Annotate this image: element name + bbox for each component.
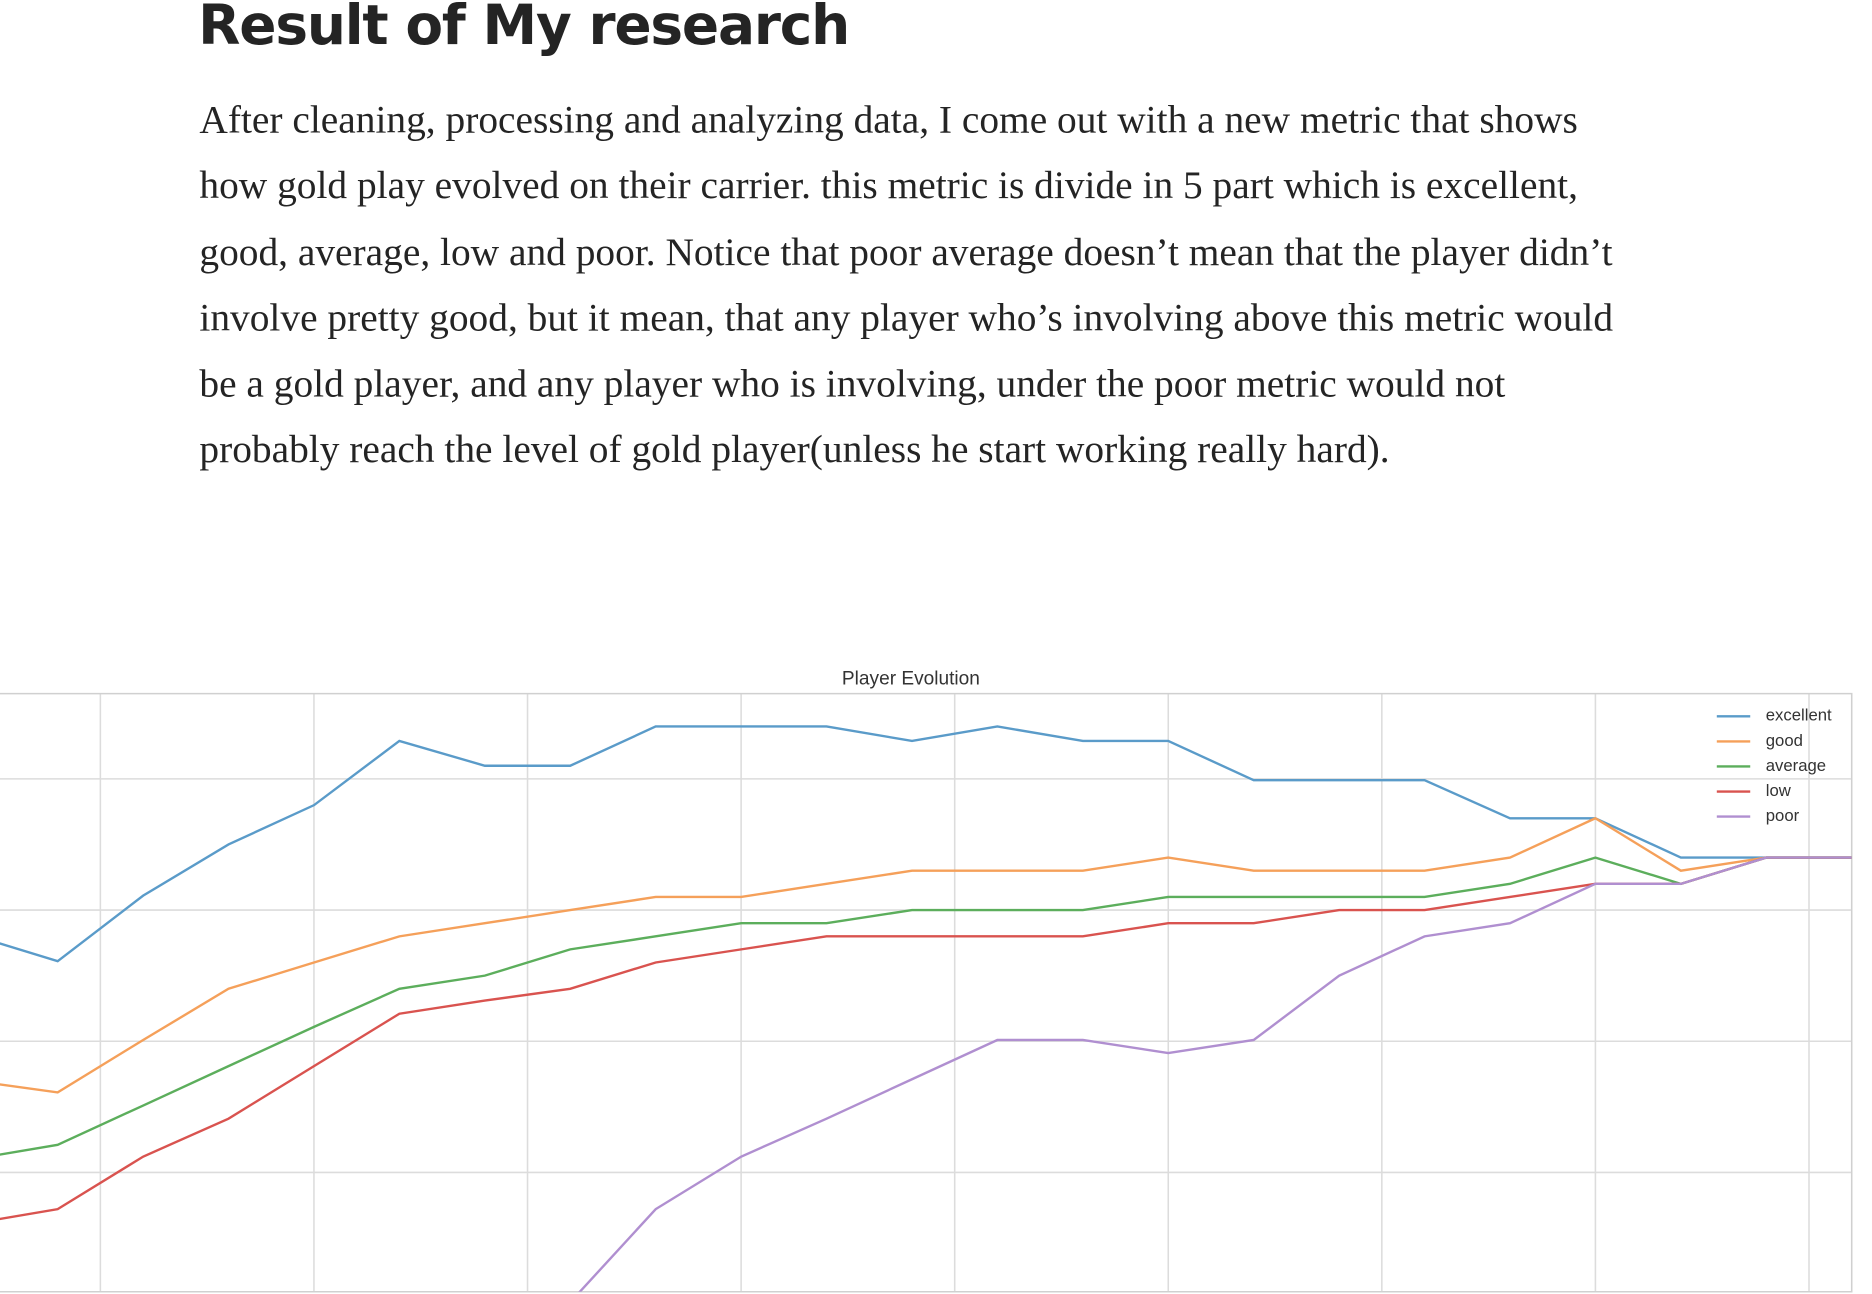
legend-label: average — [1766, 756, 1826, 775]
legend-label: low — [1766, 781, 1792, 800]
plot-area — [0, 725, 1852, 1292]
legend-label: good — [1766, 731, 1803, 750]
series-line — [0, 816, 1852, 1094]
series-line — [578, 856, 1852, 1292]
legend-label: poor — [1766, 806, 1800, 825]
series-line — [0, 856, 1852, 1156]
chart-title: Player Evolution — [842, 668, 980, 689]
plot-frame — [0, 692, 1853, 1293]
legend-label: excellent — [1766, 706, 1832, 725]
series-line — [0, 856, 1852, 1221]
heading: Result of My research — [198, 0, 850, 58]
paragraph: After cleaning, processing and analyzing… — [199, 99, 1614, 473]
series-line — [0, 725, 1852, 963]
